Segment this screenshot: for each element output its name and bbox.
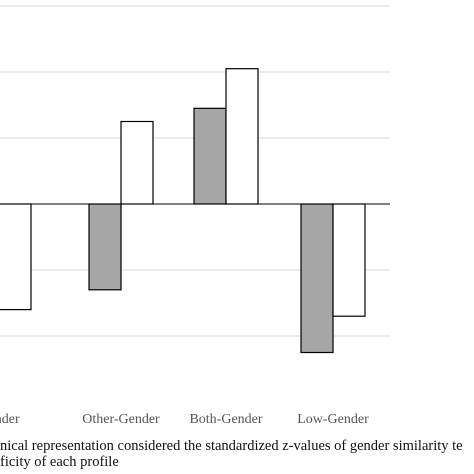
- bars: [0, 68, 366, 354]
- bar-series-2-both-gender: [225, 68, 259, 205]
- figure-caption-line-2: ficity of each profile: [0, 454, 119, 470]
- x-tick-label: Gender: [0, 412, 20, 427]
- x-tick-label: Other-Gender: [82, 412, 160, 427]
- bar-series-2-other-gender: [120, 120, 154, 205]
- figure-caption-line-1: nical representation considered the stan…: [0, 438, 463, 454]
- x-tick-label: Low-Gender: [297, 412, 369, 427]
- bar-series-1-low-gender: [300, 203, 334, 354]
- x-tick-labels: Gender Other-Gender Both-Gender Low-Gender: [0, 412, 369, 427]
- bar-series-2-gender: [0, 203, 32, 311]
- x-tick-label: Both-Gender: [189, 412, 262, 427]
- bar-series-1-both-gender: [193, 107, 227, 205]
- bar-series-2-low-gender: [332, 203, 366, 317]
- bar-series-1-other-gender: [88, 203, 122, 291]
